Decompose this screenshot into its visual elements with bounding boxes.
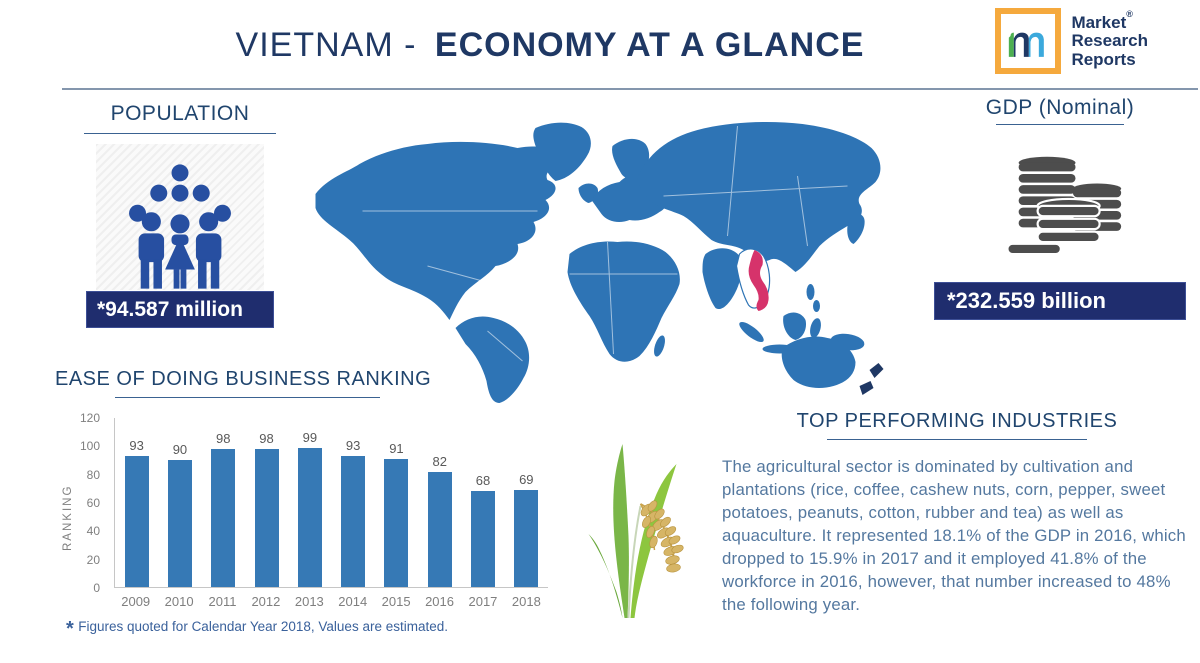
people-group-icon <box>129 164 231 289</box>
eodb-heading: EASE OF DOING BUSINESS RANKING <box>55 368 432 390</box>
bar-value-label: 82 <box>432 453 447 469</box>
x-tick-label: 2016 <box>425 594 454 609</box>
bar-column: 91 <box>375 418 418 587</box>
x-tick-label: 2011 <box>208 594 237 609</box>
bar-value-label: 99 <box>302 429 318 445</box>
bar-column: 69 <box>505 418 548 587</box>
y-tick-label: 120 <box>79 411 100 425</box>
y-tick-label: 40 <box>86 524 100 539</box>
page-title: VIETNAM - ECONOMY AT A GLANCE <box>0 26 1100 65</box>
gdp-section: GDP (Nominal) <box>930 96 1190 320</box>
footnote: * Figures quoted for Calendar Year 2018,… <box>66 618 448 641</box>
header-divider <box>62 88 1198 90</box>
bar-value-label: 98 <box>259 430 274 446</box>
world-map <box>305 116 895 413</box>
footnote-asterisk: * <box>66 618 74 640</box>
logo-word-3: Reports <box>1071 49 1136 69</box>
x-tick-label: 2012 <box>251 594 281 609</box>
bar-column: 98 <box>245 418 288 587</box>
bar-value-label: 93 <box>129 438 144 454</box>
rice-plant-image <box>562 436 697 626</box>
world-map-graphic <box>315 122 884 403</box>
footnote-text: Figures quoted for Calendar Year 2018, V… <box>78 619 448 634</box>
industries-heading-underline <box>827 439 1087 440</box>
population-icon-box <box>96 144 264 290</box>
bar-value-label: 90 <box>172 442 188 458</box>
y-tick-label: 100 <box>79 439 100 454</box>
page-title-country: VIETNAM - <box>235 26 417 64</box>
x-tick-label: 2017 <box>468 594 498 609</box>
bar-value-label: 68 <box>475 473 491 489</box>
gdp-value-badge: *232.559 billion <box>934 282 1186 320</box>
bar-column: 99 <box>288 418 331 587</box>
chart-plot-area: 93 90 98 98 99 93 91 82 68 69 <box>114 418 548 588</box>
population-value-badge: *94.587 million <box>86 291 274 328</box>
gdp-heading: GDP (Nominal) <box>985 96 1135 119</box>
bar-column: 98 <box>202 418 245 587</box>
bar-2014 <box>341 456 366 587</box>
bar-value-label: 98 <box>216 430 231 446</box>
page-title-subject: ECONOMY AT A GLANCE <box>434 26 865 64</box>
population-heading: POPULATION <box>110 102 250 125</box>
eodb-bar-chart: RANKING 0 20 40 60 80 100 120 93 90 98 98 99 93 91 82… <box>58 408 558 623</box>
x-tick-label: 2013 <box>294 594 324 609</box>
bar-value-label: 93 <box>345 438 361 454</box>
bar-2018 <box>514 489 539 587</box>
x-tick-label: 2014 <box>338 594 368 609</box>
x-tick-label: 2018 <box>511 594 541 609</box>
eodb-section: EASE OF DOING BUSINESS RANKING <box>55 368 431 398</box>
registered-mark: ® <box>1126 9 1133 19</box>
y-tick-label: 60 <box>86 496 100 510</box>
y-tick-label: 20 <box>86 552 100 567</box>
gdp-icon-box <box>930 149 1190 266</box>
chart-y-ticks: 0 20 40 60 80 100 120 <box>58 411 106 595</box>
logo-word-2: Research <box>1071 31 1148 51</box>
logo-monogram-icon <box>995 8 1062 74</box>
y-tick-label: 80 <box>86 467 100 482</box>
bar-2012 <box>254 448 279 587</box>
chart-x-ticks: 2009 2010 2011 2012 2013 2014 2015 2016 2017 2018 <box>114 594 548 609</box>
logo-m-icon <box>1009 32 1045 57</box>
industries-heading: TOP PERFORMING INDUSTRIES <box>796 410 1118 432</box>
bar-column: 93 <box>115 418 158 587</box>
brand-logo: Market® Research Reports <box>995 8 1148 74</box>
vietnam-highlight <box>748 250 769 311</box>
bar-2009 <box>124 456 149 587</box>
bar-2010 <box>167 460 192 587</box>
x-tick-label: 2009 <box>121 594 151 609</box>
rice-plant-icon <box>588 444 684 619</box>
bar-column: 82 <box>418 418 461 587</box>
gdp-heading-underline <box>996 124 1124 125</box>
industries-section: TOP PERFORMING INDUSTRIES The agricultur… <box>722 410 1192 616</box>
bar-value-label: 69 <box>519 471 534 487</box>
x-tick-label: 2015 <box>381 594 411 609</box>
bar-value-label: 91 <box>389 440 404 456</box>
bar-column: 68 <box>461 418 504 587</box>
y-tick-label: 0 <box>93 581 100 595</box>
population-heading-underline <box>84 133 276 134</box>
coin-stacks-icon <box>1006 156 1122 256</box>
logo-word-1: Market <box>1071 13 1127 32</box>
bar-column: 90 <box>158 418 201 587</box>
population-section: POPULATION *94.587 mill <box>70 102 290 328</box>
bar-2016 <box>427 471 452 587</box>
chart-bars: 93 90 98 98 99 93 91 82 68 69 <box>115 418 548 587</box>
logo-wordmark: Market® Research Reports <box>1071 8 1148 69</box>
industries-body-text: The agricultural sector is dominated by … <box>722 457 1186 614</box>
bar-2015 <box>384 458 409 587</box>
bar-2013 <box>297 447 322 587</box>
eodb-heading-underline <box>115 397 380 398</box>
x-tick-label: 2010 <box>164 594 194 609</box>
bar-2011 <box>211 448 236 587</box>
bar-2017 <box>471 491 496 587</box>
bar-column: 93 <box>331 418 374 587</box>
